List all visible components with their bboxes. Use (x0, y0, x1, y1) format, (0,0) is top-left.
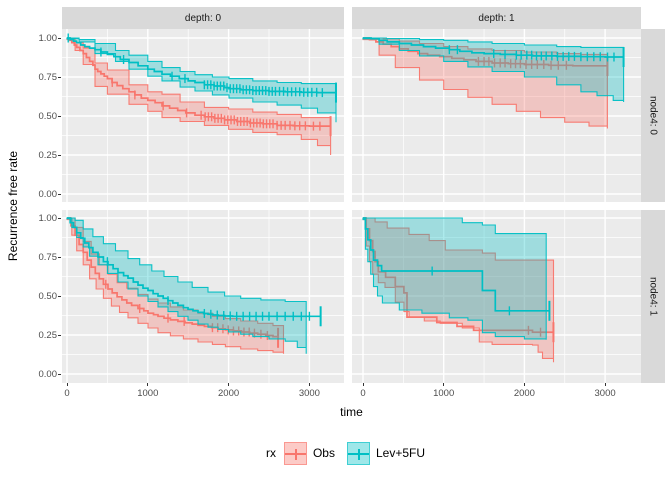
legend-label: Obs (312, 446, 335, 460)
y-tick-label: 0.25 (38, 149, 58, 161)
facet-strip-depth-1: depth: 1 (352, 7, 641, 29)
legend-key-swatch (346, 441, 370, 465)
y-axis-tick (58, 373, 61, 375)
panel-1-40 (352, 29, 641, 202)
x-axis-tick (308, 383, 310, 386)
y-axis-tick (58, 334, 61, 336)
y-tick-label: 0.00 (38, 368, 58, 380)
x-axis-title: time (340, 405, 363, 419)
legend-key-swatch (283, 441, 307, 465)
facet-strip-node4-1: node4: 1 (641, 210, 665, 383)
facet-strip-label: node4: 1 (647, 277, 659, 316)
y-axis-tick (58, 37, 61, 39)
y-axis-tick (58, 154, 61, 156)
ci-ribbon-lev-5fu (362, 37, 625, 102)
legend-key-censor-tick (357, 448, 360, 460)
x-tick-label: 3000 (594, 388, 616, 399)
facet-strip-node4-0: node4: 0 (641, 29, 665, 202)
ci-ribbon-obs (66, 37, 332, 155)
x-tick-label: 0 (64, 388, 70, 399)
legend-entry-obs: Obs (283, 441, 335, 465)
y-axis-tick (58, 76, 61, 78)
facet-strip-label: node4: 0 (647, 96, 659, 135)
y-tick-label: 0.50 (38, 290, 58, 302)
x-axis-tick (228, 383, 230, 386)
y-tick-label: 1.00 (38, 212, 58, 224)
y-tick-label: 0.25 (38, 329, 58, 341)
x-tick-label: 2000 (513, 388, 535, 399)
y-tick-label: 0.00 (38, 188, 58, 200)
facet-strip-label: depth: 0 (184, 12, 222, 24)
y-tick-label: 0.75 (38, 251, 58, 263)
y-axis-title: Recurrence free rate (6, 150, 20, 262)
x-tick-label: 3000 (298, 388, 320, 399)
x-axis-tick (147, 383, 149, 386)
y-axis-tick (58, 115, 61, 117)
facet-strip-depth-0: depth: 0 (62, 7, 344, 29)
survival-line-lev-5fu (363, 37, 624, 58)
y-axis-tick (58, 256, 61, 258)
y-axis-tick (58, 295, 61, 297)
y-tick-label: 0.50 (38, 110, 58, 122)
panel-0-40 (62, 29, 344, 202)
x-tick-label: 1000 (137, 388, 159, 399)
y-tick-label: 0.75 (38, 71, 58, 83)
y-axis-tick (58, 217, 61, 219)
legend: rx Obs Lev+5FU (62, 440, 641, 466)
survival-line-lev-5fu (67, 217, 321, 318)
ci-ribbon-lev-5fu (362, 217, 547, 340)
legend-entry-lev-5fu: Lev+5FU (346, 441, 426, 465)
panel-0-41 (62, 210, 344, 383)
legend-label: Lev+5FU (375, 446, 426, 460)
ci-ribbon-obs (362, 217, 555, 363)
x-axis-tick (66, 383, 68, 386)
facet-strip-label: depth: 1 (478, 12, 515, 24)
legend-key-censor-tick (294, 448, 297, 460)
x-tick-label: 0 (360, 388, 366, 399)
survival-line-lev-5fu (67, 37, 336, 94)
x-tick-label: 1000 (433, 388, 455, 399)
survival-line-lev-5fu (363, 217, 550, 312)
legend-title: rx (265, 446, 276, 460)
panel-1-41 (352, 210, 641, 383)
ci-ribbon-obs (66, 217, 285, 354)
x-axis-tick (362, 383, 364, 386)
x-axis-tick (443, 383, 445, 386)
x-axis-tick (523, 383, 525, 386)
x-tick-label: 2000 (218, 388, 240, 399)
y-tick-label: 1.00 (38, 32, 58, 44)
ci-ribbon-obs (362, 37, 608, 129)
x-axis-tick (604, 383, 606, 386)
y-axis-tick (58, 193, 61, 195)
